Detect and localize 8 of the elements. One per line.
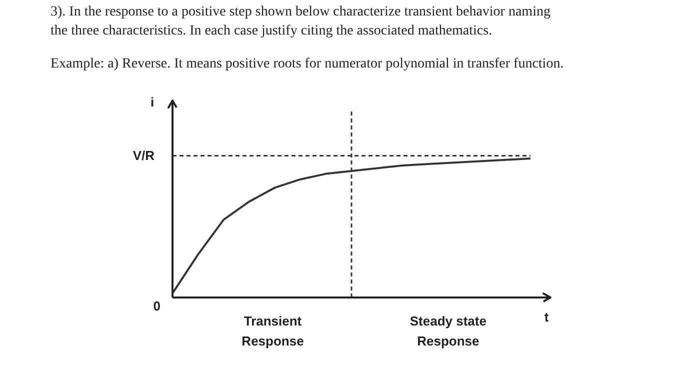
text: Transient Response bbox=[242, 314, 304, 348]
text: 0 bbox=[153, 298, 161, 314]
ref-line-label: V/R bbox=[132, 148, 156, 164]
y-axis-title: i bbox=[150, 94, 154, 110]
chart-title: 3). In the response to a positive step shown below characterize transient behavior naming the three characteristics. In each case justify citing the associated mathematics. bbox=[50, 4, 550, 38]
x-axis-title: t bbox=[544, 310, 550, 324]
text: Steady state Response bbox=[410, 314, 486, 348]
chart-subtitle: Example: a) Reverse. It means positive roots for numerator polynomial in transfer function. bbox=[50, 56, 564, 72]
